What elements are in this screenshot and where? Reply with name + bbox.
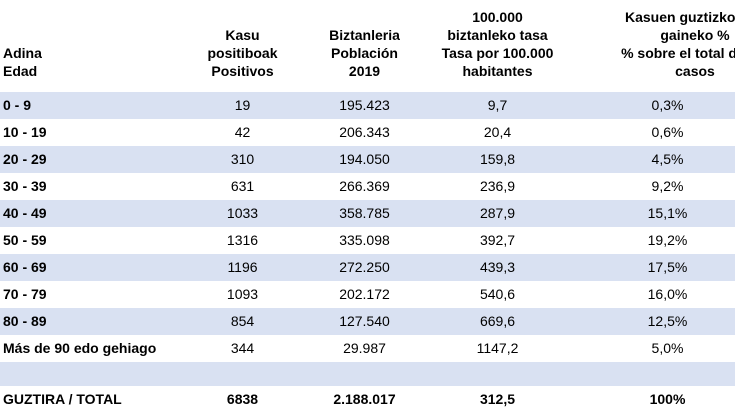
cell-positive-cases: 1093 bbox=[226, 286, 259, 302]
cell-rate: 159,8 bbox=[479, 151, 516, 167]
cell-age-group: 40 - 49 bbox=[3, 205, 47, 221]
cell-age-group: 0 - 9 bbox=[3, 97, 32, 113]
cell-population: 335.098 bbox=[339, 232, 390, 248]
cell-population: 266.369 bbox=[339, 178, 390, 194]
cell-rate: 20,4 bbox=[483, 124, 512, 140]
header-age: Adina Edad bbox=[3, 45, 42, 79]
cell-percent: 12,5% bbox=[647, 313, 688, 329]
cell-positive-cases: 1316 bbox=[226, 232, 259, 248]
cell-positive-cases: 19 bbox=[234, 97, 251, 113]
table-row: 50 - 59 1316 335.098 392,7 19,2% bbox=[0, 227, 735, 254]
table-row: 20 - 29 310 194.050 159,8 4,5% bbox=[0, 146, 735, 173]
cell-positive-cases: 310 bbox=[230, 151, 255, 167]
table-body: 0 - 9 19 195.423 9,7 0,3% 10 - 19 42 206.343 20,… bbox=[0, 92, 735, 362]
cell-rate: 439,3 bbox=[479, 259, 516, 275]
total-label: GUZTIRA / TOTAL bbox=[3, 391, 122, 407]
table-row: 80 - 89 854 127.540 669,6 12,5% bbox=[0, 308, 735, 335]
cell-positive-cases: 631 bbox=[230, 178, 255, 194]
cell-population: 206.343 bbox=[339, 124, 390, 140]
header-rate: 100.000 biztanleko tasa Tasa por 100.000… bbox=[441, 9, 554, 79]
table-row: 0 - 9 19 195.423 9,7 0,3% bbox=[0, 92, 735, 119]
table-row: 10 - 19 42 206.343 20,4 0,6% bbox=[0, 119, 735, 146]
cell-percent: 5,0% bbox=[651, 340, 684, 356]
cell-population: 358.785 bbox=[339, 205, 390, 221]
spacer-row bbox=[0, 362, 735, 386]
cell-population: 194.050 bbox=[339, 151, 390, 167]
table-header: Adina Edad Kasu positiboak Positivos Biz… bbox=[0, 0, 735, 92]
cell-population: 202.172 bbox=[339, 286, 390, 302]
cell-population: 127.540 bbox=[339, 313, 390, 329]
cell-percent: 9,2% bbox=[651, 178, 684, 194]
cell-percent: 17,5% bbox=[647, 259, 688, 275]
cell-age-group: 30 - 39 bbox=[3, 178, 47, 194]
table-row: 30 - 39 631 266.369 236,9 9,2% bbox=[0, 173, 735, 200]
cell-population: 272.250 bbox=[339, 259, 390, 275]
cell-positive-cases: 854 bbox=[230, 313, 255, 329]
table-row: 40 - 49 1033 358.785 287,9 15,1% bbox=[0, 200, 735, 227]
cell-positive-cases: 42 bbox=[234, 124, 251, 140]
cell-rate: 236,9 bbox=[479, 178, 516, 194]
table-row: Más de 90 edo gehiago 344 29.987 1147,2 5,0% bbox=[0, 335, 735, 362]
cell-positive-cases: 1033 bbox=[226, 205, 259, 221]
total-rate: 312,5 bbox=[479, 391, 516, 407]
header-percent-of-total: Kasuen guztizkoaren gaineko % % sobre el… bbox=[621, 9, 735, 79]
cell-positive-cases: 1196 bbox=[227, 259, 258, 275]
cell-rate: 9,7 bbox=[487, 97, 508, 113]
table-row: 60 - 69 1196 272.250 439,3 17,5% bbox=[0, 254, 735, 281]
cell-percent: 0,6% bbox=[651, 124, 684, 140]
cell-percent: 19,2% bbox=[647, 232, 688, 248]
cell-population: 195.423 bbox=[339, 97, 390, 113]
total-row: GUZTIRA / TOTAL 6838 2.188.017 312,5 100… bbox=[0, 386, 735, 413]
cell-population: 29.987 bbox=[343, 340, 386, 356]
cell-age-group: 10 - 19 bbox=[3, 124, 47, 140]
cell-age-group: 70 - 79 bbox=[3, 286, 47, 302]
header-positive-cases: Kasu positiboak Positivos bbox=[207, 27, 278, 79]
total-percent: 100% bbox=[649, 391, 686, 407]
cell-percent: 15,1% bbox=[647, 205, 688, 221]
table-row: 70 - 79 1093 202.172 540,6 16,0% bbox=[0, 281, 735, 308]
cell-age-group: 60 - 69 bbox=[3, 259, 47, 275]
cell-rate: 1147,2 bbox=[476, 340, 519, 356]
cell-age-group: 50 - 59 bbox=[3, 232, 47, 248]
cell-rate: 392,7 bbox=[479, 232, 516, 248]
total-cases: 6838 bbox=[226, 391, 259, 407]
total-population: 2.188.017 bbox=[333, 391, 396, 407]
cell-rate: 669,6 bbox=[479, 313, 516, 329]
cell-percent: 0,3% bbox=[651, 97, 684, 113]
cell-rate: 540,6 bbox=[479, 286, 516, 302]
header-population: Biztanleria Población 2019 bbox=[329, 27, 400, 79]
cell-age-group: Más de 90 edo gehiago bbox=[3, 340, 157, 356]
cell-age-group: 20 - 29 bbox=[3, 151, 47, 167]
cell-percent: 16,0% bbox=[647, 286, 688, 302]
cell-rate: 287,9 bbox=[479, 205, 516, 221]
cell-positive-cases: 344 bbox=[230, 340, 255, 356]
cell-percent: 4,5% bbox=[651, 151, 684, 167]
cell-age-group: 80 - 89 bbox=[3, 313, 47, 329]
